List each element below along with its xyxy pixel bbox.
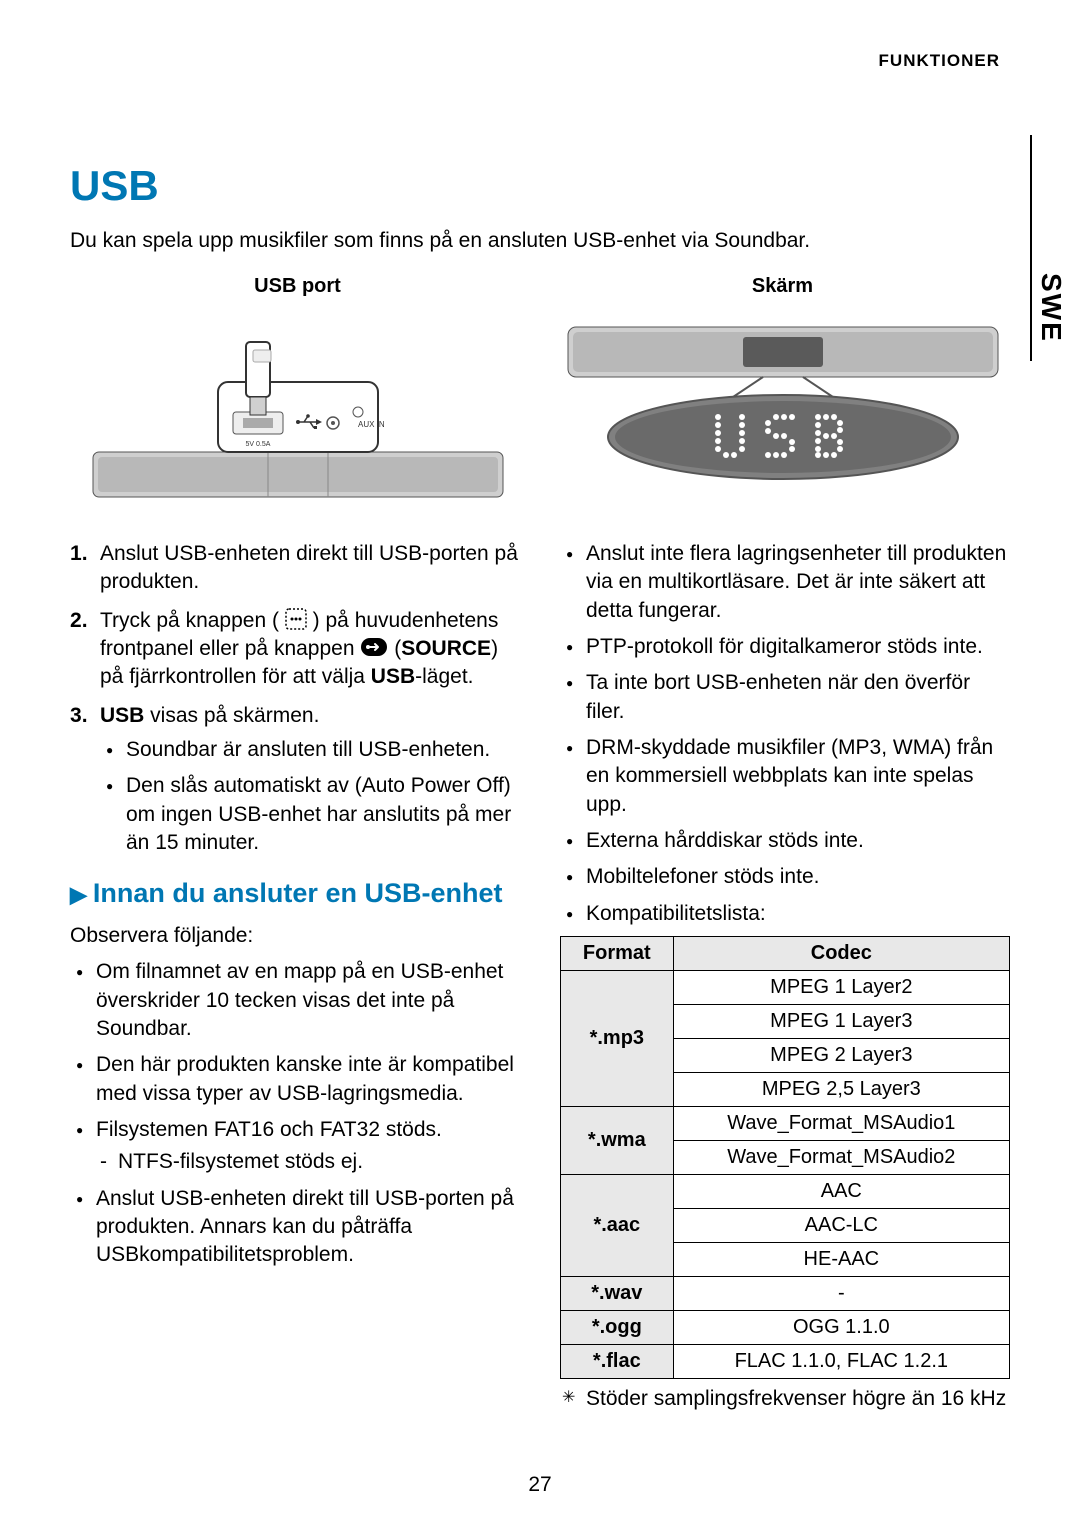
subheading: ▶Innan du ansluter en USB-enhet: [70, 875, 520, 911]
subheading-text: Innan du ansluter en USB-enhet: [93, 878, 503, 908]
play-icon: ▶: [70, 882, 87, 907]
page-number: 27: [0, 1471, 1080, 1499]
right-column: Anslut inte flera lagringsenheter till p…: [560, 540, 1010, 1413]
step-3: USB visas på skärmen. Soundbar är anslut…: [70, 702, 520, 858]
section-header: FUNKTIONER: [70, 50, 1010, 73]
usb-port-label: USB port: [70, 273, 525, 300]
fmt-flac: *.flac: [561, 1345, 674, 1379]
svg-text:AUX IN: AUX IN: [358, 420, 385, 429]
step2-usb-label: USB: [371, 665, 415, 688]
step3-sub2: Den slås automatiskt av (Auto Power Off)…: [100, 772, 520, 857]
codec-cell: MPEG 1 Layer3: [673, 1005, 1009, 1039]
codec-cell: OGG 1.1.0: [673, 1311, 1009, 1345]
intro-text: Du kan spela upp musikfiler som finns på…: [70, 227, 1010, 255]
language-tab: SWE: [1030, 255, 1080, 361]
codec-cell: MPEG 1 Layer2: [673, 971, 1009, 1005]
step3-sub1: Soundbar är ansluten till USB-enheten.: [100, 736, 520, 764]
page-title: USB: [70, 158, 1010, 215]
screen-figure: [555, 312, 1010, 482]
step3-usb-bold: USB: [100, 704, 144, 727]
left-bullet-2: Den här produkten kanske inte är kompati…: [70, 1051, 520, 1108]
right-bullet-6: Mobiltelefoner stöds inte.: [560, 863, 1010, 891]
right-bullets: Anslut inte flera lagringsenheter till p…: [560, 540, 1010, 928]
left-bullet-3-text: Filsystemen FAT16 och FAT32 stöds.: [96, 1118, 442, 1141]
observe-text: Observera följande:: [70, 922, 520, 950]
right-bullet-1: Anslut inte flera lagringsenheter till p…: [560, 540, 1010, 625]
codec-cell: AAC: [673, 1175, 1009, 1209]
figure-row: USB port 5V 0.5A: [70, 273, 1010, 512]
right-bullet-2: PTP-protokoll för digitalkameror stöds i…: [560, 633, 1010, 661]
svg-text:5V 0.5A: 5V 0.5A: [245, 441, 270, 448]
step2-text-a: Tryck på knappen (: [100, 609, 279, 632]
step-1: Anslut USB-enheten direkt till USB-porte…: [70, 540, 520, 597]
codec-cell: FLAC 1.1.0, FLAC 1.2.1: [673, 1345, 1009, 1379]
right-bullet-3: Ta inte bort USB-enheten när den överför…: [560, 669, 1010, 726]
usb-port-figure: 5V 0.5A AUX IN: [70, 312, 525, 512]
left-bullet-3-sub: NTFS-filsystemet stöds ej.: [96, 1148, 520, 1176]
fmt-wav: *.wav: [561, 1277, 674, 1311]
left-bullet-3: Filsystemen FAT16 och FAT32 stöds. NTFS-…: [70, 1116, 520, 1177]
codec-table: Format Codec *.mp3MPEG 1 Layer2 MPEG 1 L…: [560, 936, 1010, 1379]
codec-cell: MPEG 2 Layer3: [673, 1039, 1009, 1073]
step2-text-e: -läget.: [415, 665, 473, 688]
table-footnote: Stöder samplingsfrekvenser högre än 16 k…: [560, 1385, 1010, 1413]
menu-dots-icon: [285, 608, 307, 630]
table-header-codec: Codec: [673, 937, 1009, 971]
codec-cell: -: [673, 1277, 1009, 1311]
steps-list: Anslut USB-enheten direkt till USB-porte…: [70, 540, 520, 857]
fmt-ogg: *.ogg: [561, 1311, 674, 1345]
table-header-format: Format: [561, 937, 674, 971]
codec-cell: HE-AAC: [673, 1243, 1009, 1277]
screen-label: Skärm: [555, 273, 1010, 300]
codec-cell: Wave_Format_MSAudio2: [673, 1141, 1009, 1175]
fmt-aac: *.aac: [561, 1175, 674, 1277]
left-bullet-1: Om filnamnet av en mapp på en USB-enhet …: [70, 958, 520, 1043]
right-bullet-4: DRM-skyddade musikfiler (MP3, WMA) från …: [560, 734, 1010, 819]
step2-source-label: SOURCE: [401, 637, 491, 660]
step3-text: visas på skärmen.: [144, 704, 319, 727]
fmt-mp3: *.mp3: [561, 971, 674, 1107]
codec-cell: MPEG 2,5 Layer3: [673, 1073, 1009, 1107]
left-column: Anslut USB-enheten direkt till USB-porte…: [70, 540, 520, 1413]
right-bullet-5: Externa hårddiskar stöds inte.: [560, 827, 1010, 855]
fmt-wma: *.wma: [561, 1107, 674, 1175]
right-bullet-7: Kompatibilitetslista:: [560, 900, 1010, 928]
source-icon: [360, 637, 388, 657]
left-bullet-4: Anslut USB-enheten direkt till USB-porte…: [70, 1185, 520, 1270]
codec-cell: Wave_Format_MSAudio1: [673, 1107, 1009, 1141]
left-bullets: Om filnamnet av en mapp på en USB-enhet …: [70, 958, 520, 1269]
step-2: Tryck på knappen ( ) på huvudenhetens fr…: [70, 607, 520, 692]
codec-cell: AAC-LC: [673, 1209, 1009, 1243]
